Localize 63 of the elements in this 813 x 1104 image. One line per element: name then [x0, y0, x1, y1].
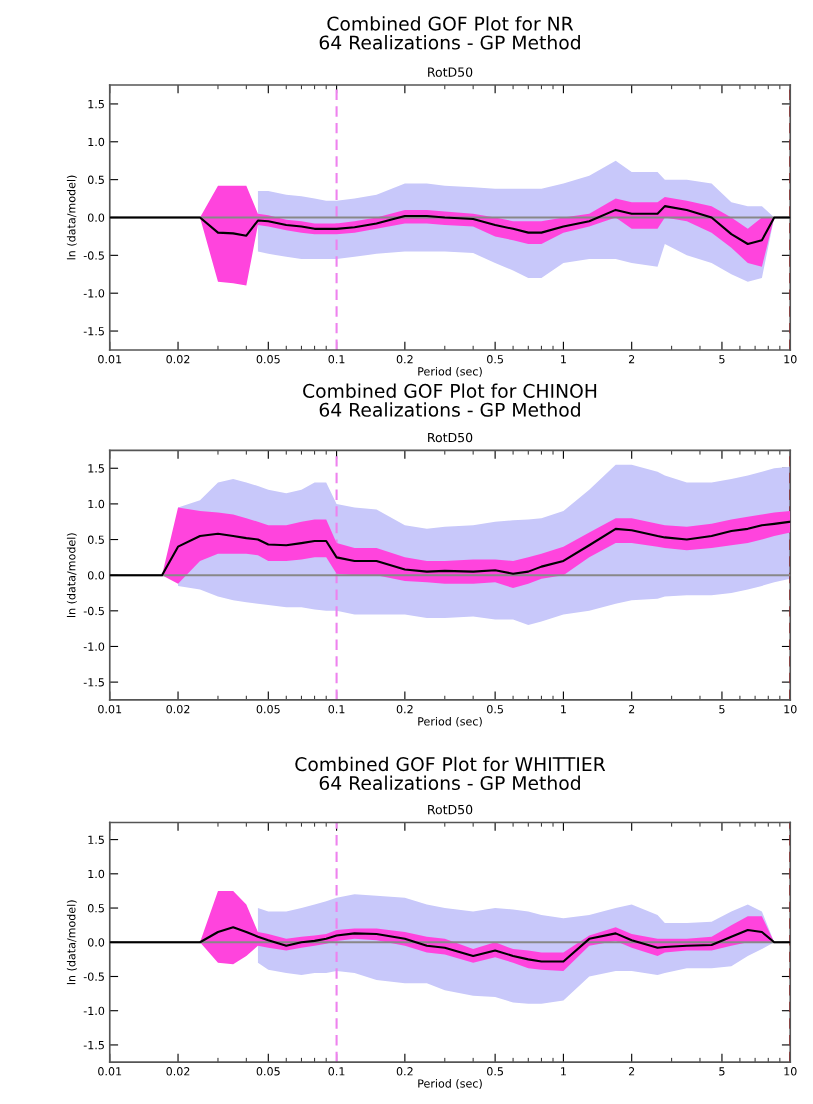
y-tick-label: 0.0: [87, 938, 105, 947]
x-tick-label: 0.1: [328, 704, 345, 714]
y-axis-title: ln (data/model): [66, 175, 77, 260]
x-tick-label: 0.2: [396, 704, 413, 714]
x-tick-label: 0.02: [166, 704, 190, 714]
x-tick-label: 1: [561, 705, 566, 714]
y-tick-label: -1.5: [83, 678, 104, 687]
y-tick-label: 0.0: [87, 213, 105, 222]
chart-subtitle: RotD50: [428, 804, 473, 815]
x-tick-label: 0.01: [98, 355, 122, 364]
y-tick-label: -0.5: [83, 251, 104, 260]
x-tick-label: 0.05: [256, 704, 280, 714]
x-tick-label: 10: [784, 704, 797, 714]
y-tick-label: -1.5: [83, 327, 104, 336]
y-tick-label: 0.5: [87, 535, 104, 544]
chart-subtitle: RotD50: [428, 432, 473, 443]
x-tick-label: 5: [719, 355, 725, 364]
y-tick-label: 1.5: [88, 835, 104, 844]
x-tick-label: 1: [561, 355, 566, 364]
y-tick-label: 0.5: [87, 175, 104, 185]
x-tick-label: 0.01: [98, 1067, 122, 1076]
x-tick-label: 10: [784, 1067, 797, 1076]
x-tick-label: 0.2: [396, 355, 413, 364]
y-axis-title: ln (data/model): [66, 533, 77, 617]
x-tick-label: 2: [628, 1067, 635, 1076]
x-tick-label: 0.02: [166, 1067, 190, 1076]
y-tick-label: -1.0: [83, 642, 105, 651]
y-tick-label: -1.5: [83, 1041, 104, 1050]
y-tick-label: -1.0: [83, 1006, 105, 1016]
chart-title: Combined GOF Plot for NR 64 Realizations - GP Method: [319, 16, 580, 50]
x-tick-label: 0.2: [396, 1067, 413, 1076]
x-tick-label: 5: [719, 1067, 725, 1076]
x-tick-label: 0.1: [328, 355, 345, 364]
x-tick-label: 0.05: [256, 355, 280, 364]
x-tick-label: 0.05: [256, 1067, 280, 1076]
x-axis-title: Period (sec): [418, 1079, 482, 1089]
y-tick-label: 1.5: [88, 100, 104, 109]
x-tick-label: 2: [628, 355, 635, 364]
y-tick-label: -1.0: [83, 289, 105, 298]
chart-title: Combined GOF Plot for WHITTIER 64 Realizations - GP Method: [295, 756, 606, 791]
x-tick-label: 0.5: [487, 1067, 503, 1076]
x-tick-label: 0.02: [166, 355, 190, 364]
x-tick-label: 2: [628, 704, 635, 714]
x-axis-title: Period (sec): [418, 716, 482, 727]
x-tick-label: 1: [561, 1067, 566, 1076]
x-axis-title: Period (sec): [418, 366, 482, 377]
x-tick-label: 0.5: [487, 704, 503, 714]
y-axis-title: ln (data/model): [66, 900, 77, 985]
y-tick-label: 1.0: [88, 137, 105, 147]
y-tick-label: 1.5: [88, 464, 104, 473]
x-tick-label: 0.01: [98, 704, 122, 714]
y-tick-label: -0.5: [83, 606, 104, 616]
y-tick-label: -0.5: [83, 972, 104, 981]
x-tick-label: 0.1: [328, 1067, 345, 1076]
y-tick-label: 1.0: [88, 499, 105, 509]
x-tick-label: 10: [784, 355, 797, 364]
chart-subtitle: RotD50: [428, 67, 473, 77]
x-tick-label: 0.5: [487, 355, 503, 364]
y-tick-label: 0.5: [87, 904, 104, 913]
y-tick-label: 0.0: [87, 571, 105, 580]
x-tick-label: 5: [719, 705, 725, 714]
chart-title: Combined GOF Plot for CHINOH 64 Realizations - GP Method: [303, 383, 597, 417]
y-tick-label: 1.0: [88, 869, 105, 879]
